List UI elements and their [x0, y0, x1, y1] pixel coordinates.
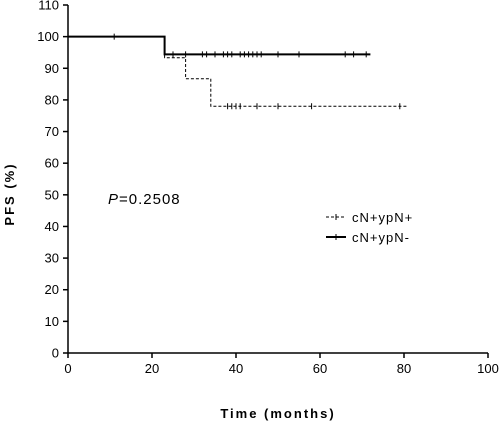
x-tick-label: 0	[64, 361, 71, 376]
axes	[67, 5, 488, 354]
y-tick-label: 50	[45, 187, 59, 202]
y-tick-label: 10	[45, 314, 59, 329]
p-value-symbol: P	[108, 191, 119, 208]
y-tick-label: 60	[45, 156, 59, 171]
y-tick-label: 70	[45, 124, 59, 139]
x-tick-label: 60	[313, 361, 327, 376]
x-axis-label: Time (months)	[220, 406, 335, 421]
y-axis-label: PFS (%)	[2, 162, 17, 225]
y-tick-label: 20	[45, 282, 59, 297]
x-tick-label: 40	[229, 361, 243, 376]
legend-label: cN+ypN-	[352, 230, 410, 245]
y-tick-label: 40	[45, 219, 59, 234]
series-line-dashed	[68, 36, 409, 107]
y-tick-label: 30	[45, 251, 59, 266]
p-value-annotation: P=0.2508	[108, 191, 181, 208]
legend: cN+ypN+ cN+ypN-	[326, 210, 413, 245]
p-value-text: =0.2508	[119, 191, 181, 208]
x-tick-label: 100	[477, 361, 499, 376]
x-tick-label: 80	[397, 361, 411, 376]
series-layer	[68, 33, 409, 110]
series-line-solid	[68, 35, 371, 56]
y-tick-label: 90	[45, 61, 59, 76]
y-tick-label: 0	[52, 346, 59, 361]
y-ticks: 0 10 20 30 40 50 60 70 80 90 100 110	[37, 0, 68, 361]
y-tick-label: 110	[38, 0, 59, 13]
x-ticks: 0 20 40 60 80 100	[64, 353, 499, 376]
x-tick-label: 20	[145, 361, 159, 376]
y-tick-label: 80	[45, 92, 59, 107]
legend-label: cN+ypN+	[352, 210, 413, 225]
y-tick-label: 100	[37, 29, 59, 44]
